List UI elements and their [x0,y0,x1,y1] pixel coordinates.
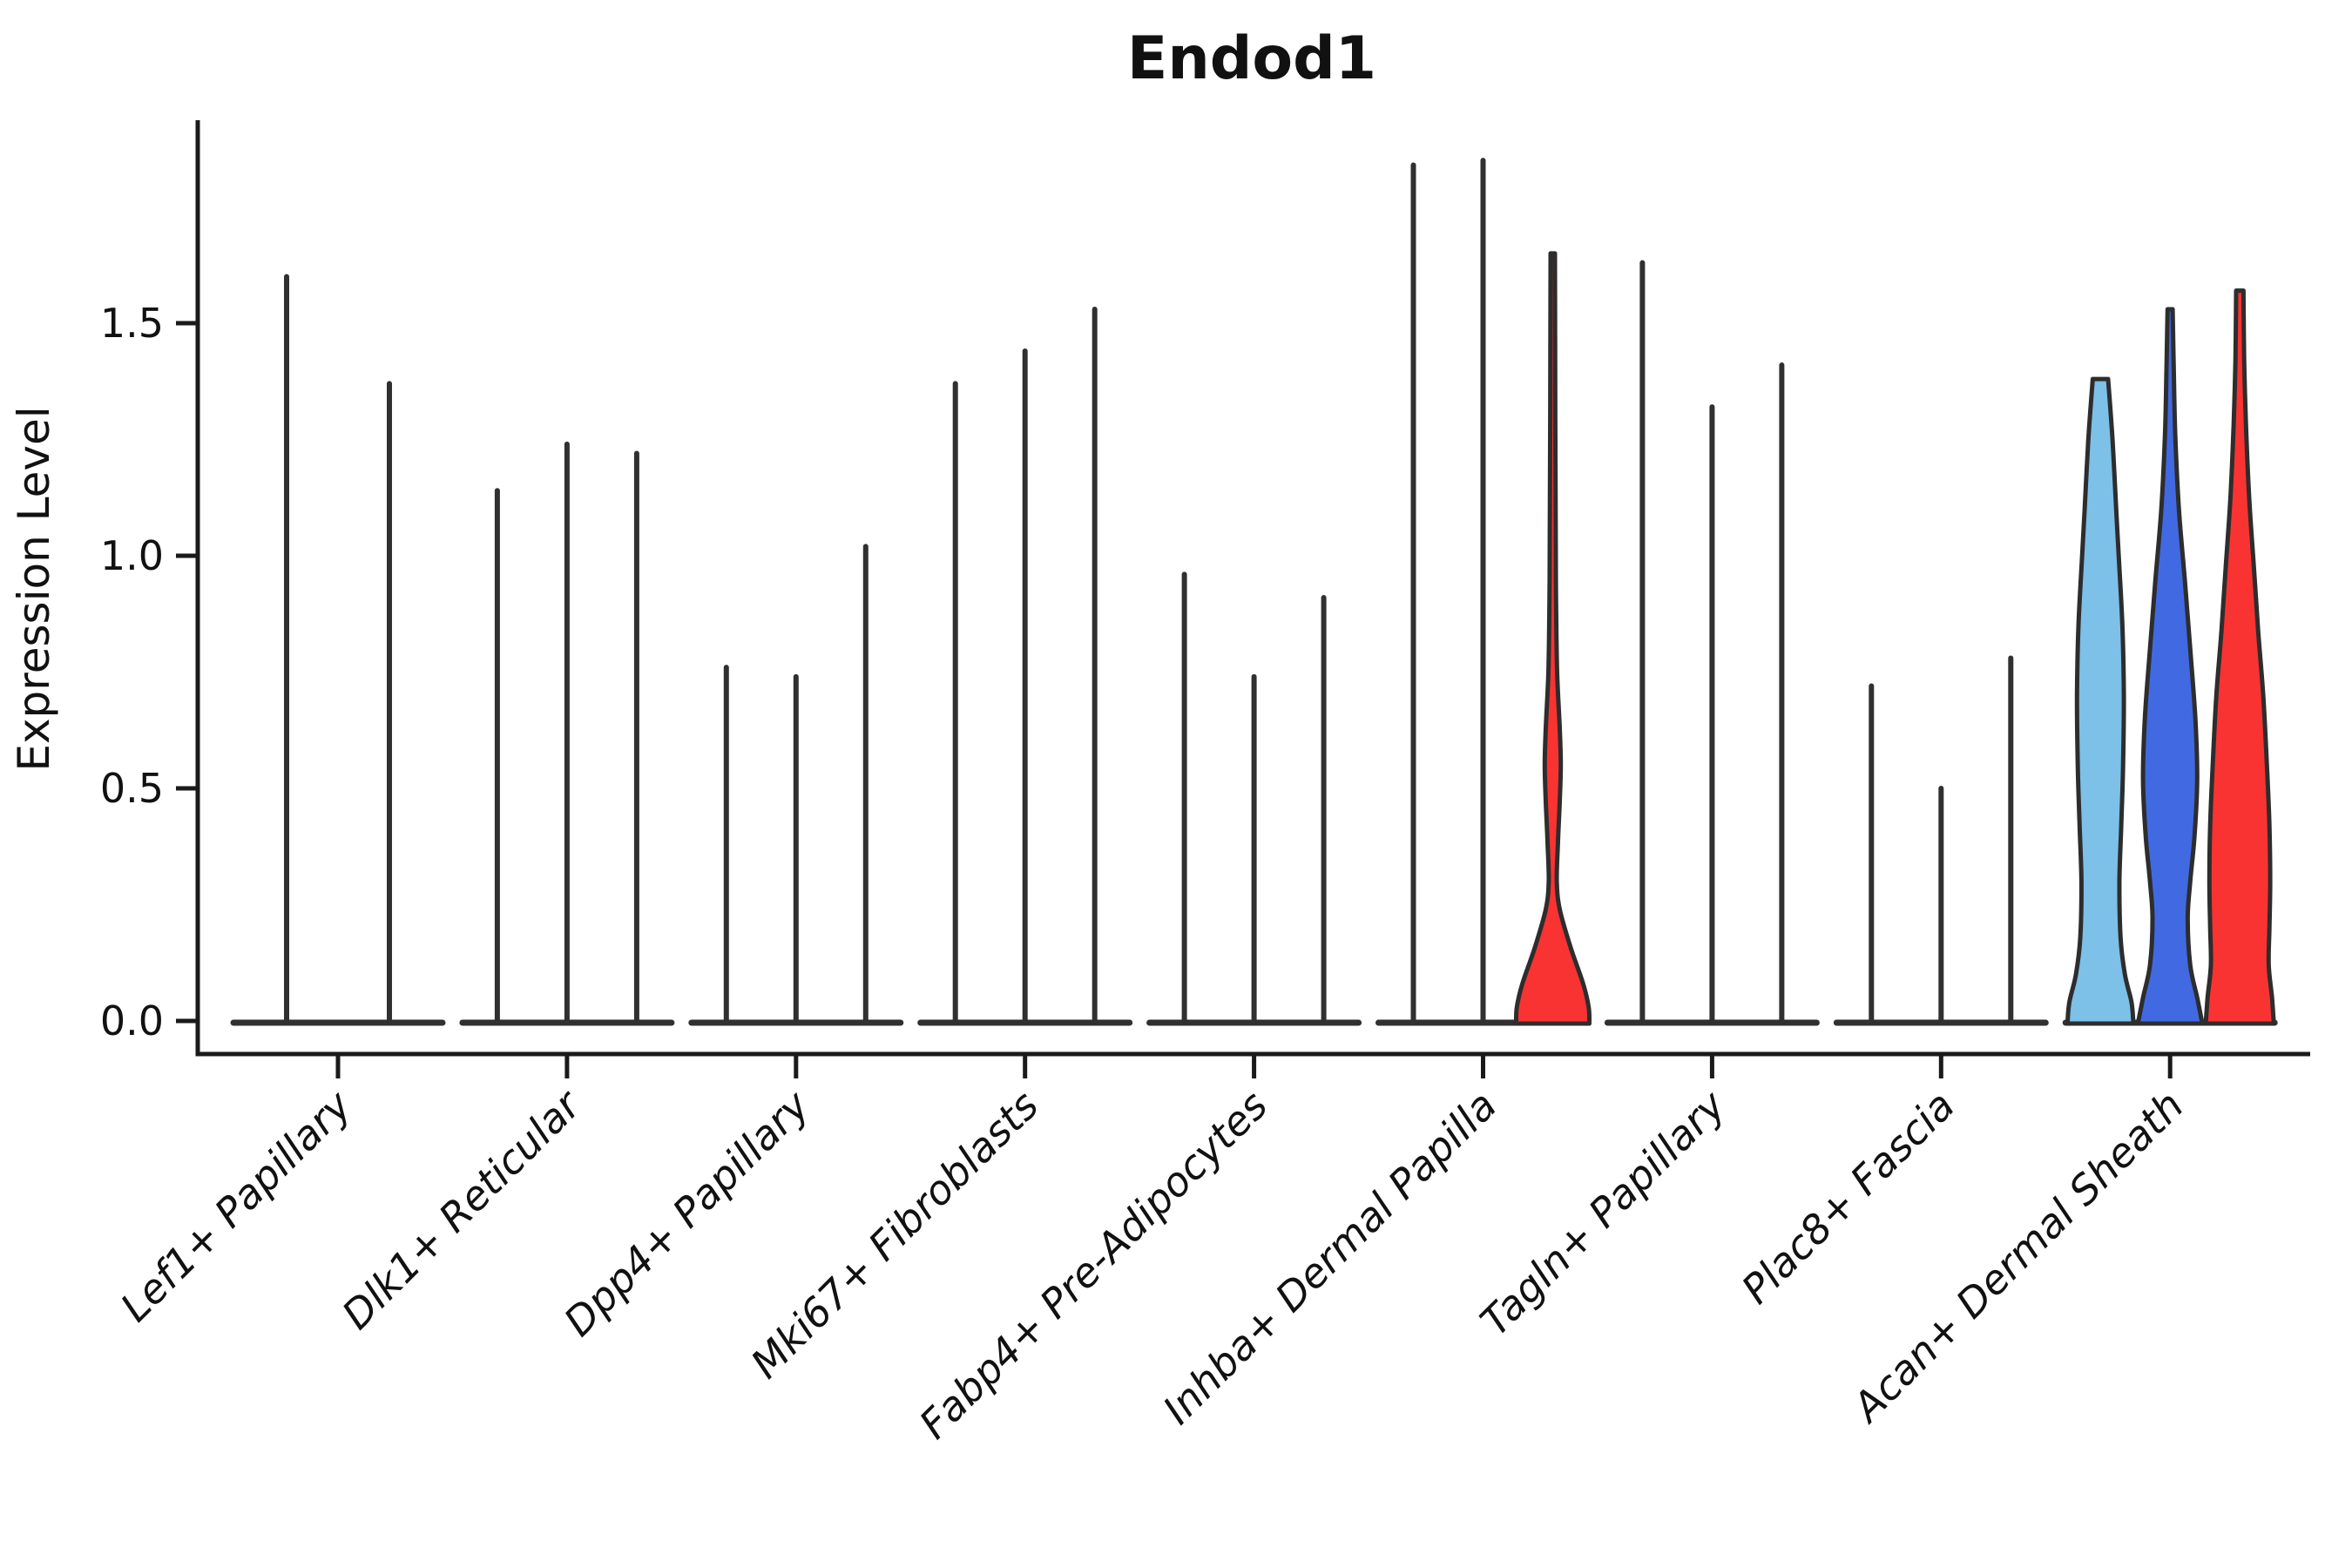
axes-layer [176,120,2310,1078]
violin-shape [1513,251,1592,1026]
y-axis-label: Expression Level [9,406,59,771]
y-tick-label: 1.0 [100,532,164,579]
chart-title: Endod1 [1127,24,1376,93]
violins-layer [230,158,2278,1026]
x-tick-label: Dlk1+ Reticular [333,1079,591,1338]
y-tick-label: 0.0 [100,997,164,1044]
x-tick-label: Dpp4+ Papillary [555,1081,819,1345]
x-tick-label: Lef1+ Papillary [112,1081,361,1330]
y-tick-label: 0.5 [100,765,164,812]
violin-shape [2135,307,2205,1026]
violin-shape [2203,288,2276,1026]
x-tick-label: Plac8+ Fascia [1733,1082,1963,1313]
x-tick-label: Tagln+ Papillary [1471,1081,1735,1345]
y-tick-label: 1.5 [100,300,164,347]
violin-shape [2065,376,2136,1026]
